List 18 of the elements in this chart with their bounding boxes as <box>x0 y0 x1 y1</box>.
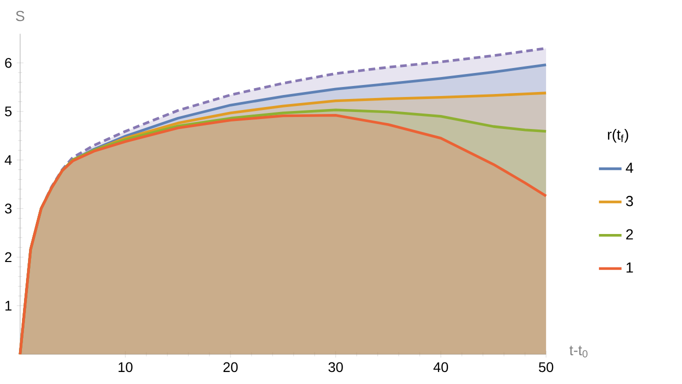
legend-label: 3 <box>626 196 633 206</box>
y-tick-label: 4 <box>4 155 12 165</box>
y-tick-label: 5 <box>4 106 12 116</box>
y-tick-label: 6 <box>5 58 12 68</box>
x-axis-title: t-t$_{0}$ <box>569 346 588 358</box>
x-tick-label: 20 <box>223 362 238 372</box>
x-tick-label: 10 <box>118 362 132 372</box>
legend-label: 4 <box>626 162 634 173</box>
y-tick-label: 1 <box>5 300 12 310</box>
y-tick-label: 2 <box>5 252 12 262</box>
legend-label: 1 <box>626 262 633 273</box>
y-tick-label: 3 <box>4 204 12 214</box>
legend-title: r(t$_{f}$) <box>608 129 628 143</box>
x-tick-label: 40 <box>433 362 448 372</box>
legend-label: 2 <box>626 229 633 240</box>
x-tick-label: 50 <box>538 362 554 372</box>
x-tick-label: 30 <box>328 362 343 372</box>
y-axis-title: S <box>16 10 24 22</box>
